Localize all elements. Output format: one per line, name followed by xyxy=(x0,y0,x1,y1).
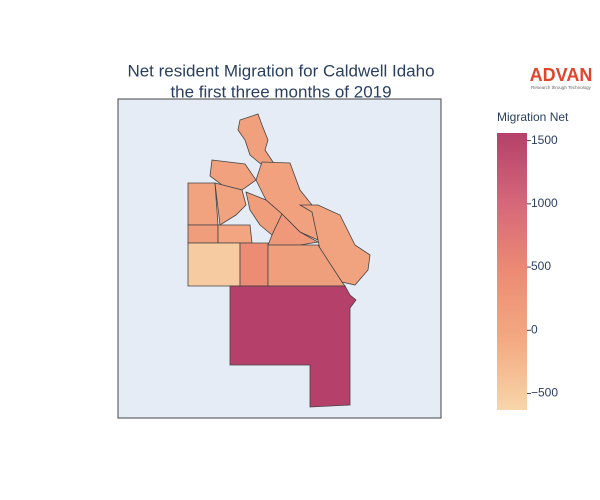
colorbar xyxy=(497,133,527,410)
region xyxy=(229,285,357,408)
region xyxy=(267,244,346,287)
chart-title: Net resident Migration for Caldwell Idah… xyxy=(127,61,434,80)
region xyxy=(187,182,219,226)
region xyxy=(187,224,219,244)
region xyxy=(217,224,253,244)
colorbar-tick-label: 0 xyxy=(531,322,538,336)
colorbar-tick-label: 1000 xyxy=(531,196,558,210)
chart-subtitle: the first three months of 2019 xyxy=(170,82,391,101)
colorbar-title: Migration Net xyxy=(497,110,569,124)
logo-tagline: Research through Technology xyxy=(531,85,591,90)
region xyxy=(214,182,247,226)
regions xyxy=(187,113,371,408)
logo-name: ADVAN xyxy=(530,65,593,85)
colorbar-tick-label: 500 xyxy=(531,259,551,273)
region xyxy=(255,161,319,241)
region xyxy=(187,242,241,287)
colorbar-tick-label: 1500 xyxy=(531,133,558,147)
region xyxy=(239,242,269,287)
colorbar-tick-label: −500 xyxy=(531,386,558,400)
region xyxy=(298,204,371,286)
